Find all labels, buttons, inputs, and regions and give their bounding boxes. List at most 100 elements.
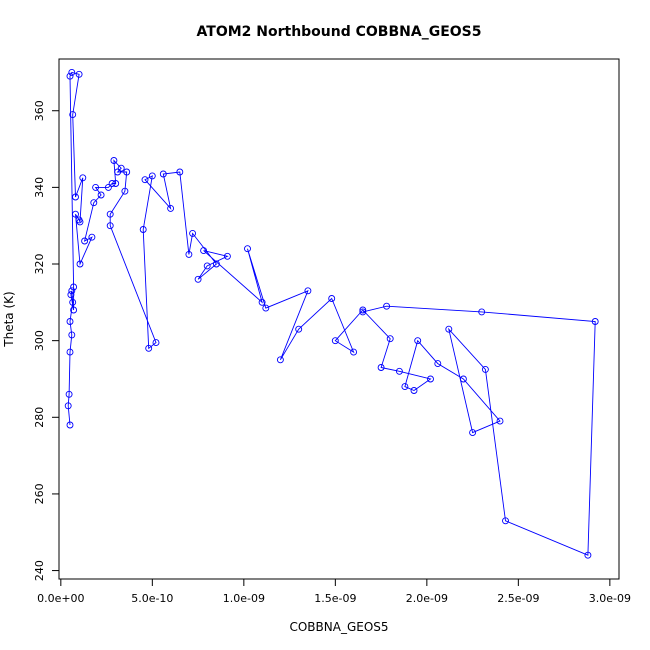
data-point	[591, 318, 599, 325]
data-point	[90, 199, 98, 207]
data-point	[258, 298, 266, 306]
data-point	[478, 308, 486, 316]
x-tick-label: 2.0e-09	[406, 592, 448, 605]
data-point	[189, 229, 197, 237]
data-point	[304, 287, 312, 295]
y-tick-label: 280	[33, 407, 46, 428]
data-point	[459, 375, 467, 383]
data-point	[75, 216, 83, 224]
data-point	[139, 226, 147, 233]
chart-title: ATOM2 Northbound COBBNA_GEOS5	[197, 24, 482, 40]
data-point	[68, 68, 76, 76]
data-point	[141, 176, 149, 184]
data-point	[401, 383, 409, 391]
x-tick-label: 1.5e-09	[314, 592, 356, 605]
data-point	[331, 337, 339, 345]
y-tick-label: 260	[33, 483, 46, 504]
x-tick-label: 5.0e-10	[131, 592, 173, 605]
data-point	[386, 335, 394, 343]
data-point	[145, 344, 153, 352]
data-point	[66, 318, 74, 325]
data-point	[152, 339, 160, 347]
data-point	[72, 210, 79, 218]
data-point	[76, 260, 84, 268]
data-point	[481, 365, 489, 373]
x-tick-label: 3.0e-09	[589, 592, 631, 605]
y-axis: 240 260 280 300 320 340 360	[33, 100, 60, 581]
data-point	[81, 237, 89, 245]
data-point	[410, 387, 418, 394]
data-point	[92, 183, 100, 191]
data-point	[106, 222, 114, 230]
x-tick-label: 1.0e-09	[223, 592, 265, 605]
data-point	[97, 191, 105, 199]
data-point	[69, 111, 77, 119]
data-point	[121, 187, 129, 195]
x-tick-label: 0.0e+00	[37, 592, 84, 605]
data-point	[427, 375, 434, 383]
data-point	[75, 70, 83, 78]
data-point	[117, 164, 125, 172]
data-point	[167, 204, 175, 212]
data-point	[68, 287, 76, 295]
data-point	[395, 367, 403, 375]
data-point	[68, 331, 76, 339]
data-point	[106, 210, 114, 218]
y-tick-label: 240	[33, 560, 46, 581]
data-point	[502, 517, 509, 525]
data-point	[67, 291, 75, 299]
data-point	[64, 402, 72, 410]
data-point	[104, 183, 112, 191]
plot-region	[64, 68, 599, 559]
data-point	[212, 260, 220, 268]
data-point	[445, 325, 453, 333]
data-point	[70, 283, 78, 291]
data-point	[66, 421, 74, 429]
data-point	[159, 170, 167, 178]
data-point	[359, 308, 367, 316]
data-point	[350, 348, 358, 356]
data-point	[434, 360, 442, 368]
data-point	[194, 275, 202, 283]
data-point	[69, 298, 77, 306]
data-point	[176, 168, 184, 176]
y-tick-label: 340	[33, 177, 46, 198]
data-point	[123, 168, 131, 176]
data-point	[65, 390, 73, 398]
x-axis-label: COBBNA_GEOS5	[289, 620, 388, 634]
y-tick-label: 300	[33, 330, 46, 351]
data-point	[72, 193, 79, 201]
data-point	[148, 172, 156, 180]
x-tick-label: 2.5e-09	[497, 592, 539, 605]
y-tick-label: 320	[33, 254, 46, 275]
data-point	[377, 364, 385, 371]
data-point	[262, 304, 270, 312]
series-line	[67, 71, 596, 556]
data-point	[359, 306, 367, 314]
data-point	[383, 302, 391, 310]
data-point	[88, 233, 96, 241]
data-point	[70, 306, 78, 314]
data-point	[414, 337, 422, 345]
plot-frame	[58, 58, 620, 580]
data-point	[110, 157, 118, 164]
data-point	[66, 72, 74, 80]
data-point	[496, 417, 504, 425]
data-point	[66, 348, 74, 356]
y-tick-label: 360	[33, 100, 46, 121]
data-point	[112, 180, 120, 187]
data-point	[114, 168, 122, 176]
data-point	[185, 250, 193, 258]
x-axis: 0.0e+00 5.0e-10 1.0e-09 1.5e-09 2.0e-09 2.5e-…	[37, 578, 631, 605]
data-point	[584, 551, 592, 559]
y-axis-label: Theta (K)	[2, 291, 16, 347]
data-point	[108, 180, 116, 187]
data-point	[244, 245, 251, 253]
data-point	[295, 325, 303, 333]
data-point	[276, 356, 284, 364]
data-point	[328, 295, 336, 302]
data-point	[223, 252, 231, 260]
data-point	[200, 247, 208, 255]
data-point	[469, 429, 477, 437]
